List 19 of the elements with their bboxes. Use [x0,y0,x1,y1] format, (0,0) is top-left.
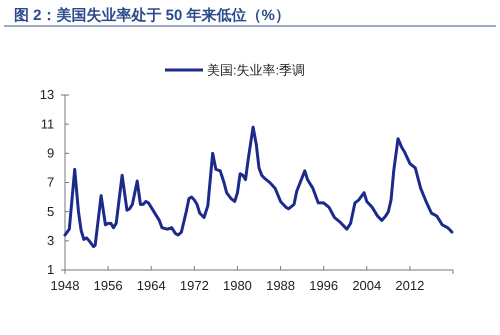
y-tick-label: 1 [46,262,54,278]
y-tick-label: 3 [46,232,54,248]
x-tick-label: 1996 [309,278,338,293]
y-tick-label: 9 [46,145,54,160]
line-series [64,126,454,248]
x-tick-label: 2004 [352,278,382,293]
x-tick-label: 1956 [94,278,123,293]
y-tick-label: 11 [40,116,54,132]
x-tick-label: 1972 [180,278,209,293]
chart-title: 图 2：美国失业率处于 50 年来低位（%） [14,6,290,24]
x-tick-label: 2012 [395,278,424,293]
y-tick-label: 5 [46,204,54,219]
x-tick-label: 1980 [222,278,252,293]
y-tick-label: 7 [46,174,54,190]
x-tick-label: 1964 [136,278,166,293]
y-tick-label: 13 [40,87,54,102]
x-tick-label: 1948 [50,278,80,293]
x-tick-label: 1988 [266,278,296,293]
legend-label: 美国:失业率:季调 [207,62,306,78]
